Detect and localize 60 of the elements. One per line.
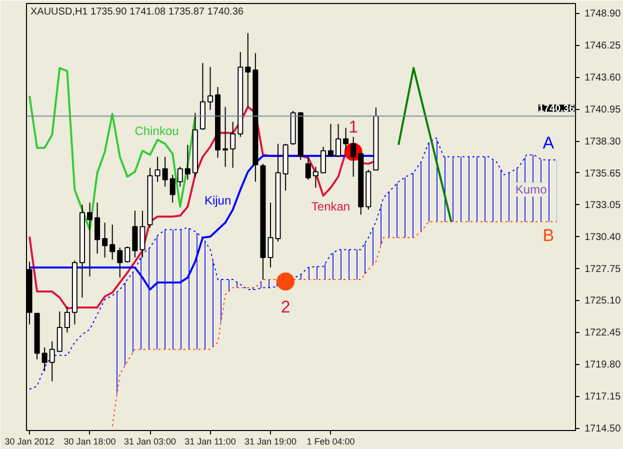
- series-label: Chinkou: [134, 124, 179, 138]
- annotation: Kumo: [515, 182, 548, 197]
- x-tick-label: 30 Jan 18:00: [64, 436, 116, 446]
- candlestick: [222, 106, 228, 168]
- y-tick-label: 1727.75: [584, 264, 622, 275]
- candlestick: [49, 340, 55, 382]
- candlestick: [170, 174, 176, 204]
- candlestick: [312, 166, 318, 188]
- y-tick-label: 1730.40: [584, 232, 622, 243]
- candlestick: [102, 222, 108, 258]
- series-label: Tenkan: [311, 200, 350, 214]
- line-series: [29, 137, 558, 390]
- series-label: B: [542, 226, 554, 246]
- candlestick: [336, 123, 342, 158]
- line-series: [112, 221, 558, 427]
- candlestick: [124, 246, 130, 264]
- candlestick: [305, 156, 311, 180]
- candlestick: [268, 202, 274, 268]
- candlestick: [320, 146, 326, 174]
- annotation: 1: [348, 118, 358, 137]
- y-tick-label: 1735.65: [584, 168, 622, 180]
- y-tick-label: 1748.90: [584, 8, 622, 20]
- y-tick-label: 1717.15: [584, 392, 622, 403]
- candlestick: [110, 224, 116, 260]
- x-tick-label: 1 Feb 04:00: [306, 436, 355, 446]
- candlestick: [117, 247, 123, 278]
- candlestick: [154, 156, 160, 182]
- y-tick-label: 1743.60: [584, 72, 622, 84]
- candlestick: [162, 156, 168, 188]
- series-label: Kijun: [204, 194, 232, 208]
- chart-title: XAUUSD,H1 1735.90 1741.08 1735.87 1740.36: [30, 6, 244, 18]
- candlestick: [207, 66, 214, 110]
- candlestick: [350, 136, 356, 178]
- y-tick-label: 1725.10: [584, 296, 622, 307]
- candlestick: [328, 123, 334, 158]
- y-tick-label: 1738.30: [584, 136, 622, 148]
- y-tick-label: 1733.05: [584, 200, 622, 211]
- y-tick-label: 1719.80: [584, 360, 622, 371]
- x-tick-label: 30 Jan 2012: [4, 436, 54, 446]
- x-tick-label: 31 Jan 11:00: [184, 436, 236, 446]
- x-tick-label: 31 Jan 19:00: [244, 436, 297, 446]
- line-series: [28, 67, 196, 231]
- series-label: A: [542, 133, 555, 152]
- y-tick-label: 1746.25: [584, 40, 622, 52]
- y-tick-label: 1714.50: [584, 424, 622, 435]
- candlestick: [42, 346, 48, 372]
- candlestick: [140, 210, 146, 258]
- candlestick: [87, 202, 93, 277]
- y-tick-label: 1740.95: [584, 104, 622, 116]
- candlestick: [64, 306, 70, 333]
- candlestick: [230, 121, 236, 168]
- candlestick: [184, 144, 190, 180]
- annotation: 2: [280, 297, 290, 316]
- y-tick-label: 1722.45: [584, 328, 622, 339]
- x-tick-label: 31 Jan 03:00: [124, 436, 176, 446]
- candlestick: [177, 166, 183, 188]
- candlestick: [245, 32, 251, 108]
- candlestick: [94, 202, 100, 254]
- candlestick: [56, 310, 62, 352]
- candlestick: [343, 127, 349, 150]
